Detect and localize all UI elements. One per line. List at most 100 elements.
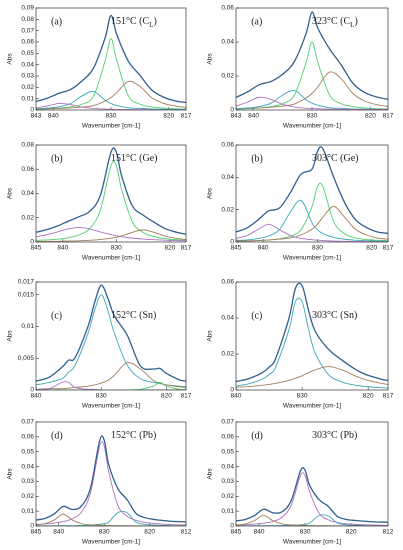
x-tick-label: 843 bbox=[31, 113, 42, 120]
panel-tag: (d) bbox=[51, 430, 63, 441]
y-tick-label: 0,06 bbox=[221, 434, 234, 441]
y-tick-label: 0,04 bbox=[221, 315, 234, 322]
x-tick-label: 830 bbox=[96, 393, 107, 400]
y-tick-label: 0,09 bbox=[21, 5, 34, 12]
panel: 0 0,01 0,02 0,03 0,04 0,05 0,06 0,07 0,08 0,09 843… bbox=[7, 5, 192, 130]
x-tick-label: 840 bbox=[48, 113, 59, 120]
spectrum-line bbox=[36, 435, 186, 523]
x-tick-label: 840 bbox=[57, 245, 68, 252]
x-tick-label: 845 bbox=[231, 529, 242, 536]
panel: 0 0,01 0,02 0,03 0,04 0,05 0,06 0,07 845 840 830 82… bbox=[207, 419, 394, 546]
x-tick-label: 845 bbox=[31, 245, 42, 252]
title-text: 151°C (Ge) bbox=[111, 153, 158, 164]
y-tick-label: 0 bbox=[230, 387, 234, 394]
y-tick-label: 0,03 bbox=[221, 478, 234, 485]
x-axis-label: Wavenumber [cm-1] bbox=[82, 255, 140, 262]
y-axis-label: Abs bbox=[7, 468, 14, 480]
y-tick-label: 0,02 bbox=[21, 84, 34, 91]
panel: 0 0,02 0,04 0,06 843 840 830 820 817 Wavenumber [… bbox=[207, 5, 394, 130]
y-tick-label: 0,06 bbox=[21, 434, 34, 441]
title-subscript: L bbox=[149, 21, 153, 29]
y-tick-label: 0,07 bbox=[21, 27, 34, 34]
panel-title: 303°C (Pb) bbox=[312, 430, 357, 441]
x-tick-label: 845 bbox=[31, 529, 42, 536]
plot-frame bbox=[35, 421, 187, 527]
x-tick-label: 830 bbox=[300, 529, 311, 536]
y-axis-label: Abs bbox=[207, 468, 214, 480]
spectrum-line bbox=[36, 362, 186, 390]
y-tick-label: 0,08 bbox=[21, 142, 34, 149]
title-text: 151°C (C bbox=[111, 16, 149, 27]
spectrum-line bbox=[36, 226, 186, 242]
spectrum-line bbox=[236, 11, 388, 100]
y-tick-label: 0 bbox=[230, 523, 234, 530]
y-tick-label: 0,01 bbox=[221, 508, 234, 515]
y-tick-label: 0,02 bbox=[221, 206, 234, 213]
spectrum-line bbox=[36, 160, 186, 241]
x-tick-label: 817 bbox=[383, 393, 394, 400]
panel-title: 303°C (Sn) bbox=[312, 310, 357, 321]
panel-tag: (a) bbox=[251, 16, 262, 27]
y-tick-label: 0 bbox=[30, 239, 34, 246]
title-text: 152°C (Sn) bbox=[111, 310, 156, 321]
y-tick-label: 0,05 bbox=[21, 50, 34, 57]
x-tick-label: 820 bbox=[164, 245, 175, 252]
x-tick-label: 820 bbox=[366, 245, 377, 252]
plot-frame bbox=[35, 144, 187, 243]
panel-title: 152°C (Pb) bbox=[111, 430, 156, 441]
panel-tag: (a) bbox=[51, 16, 62, 27]
x-axis-label: Wavenumber [cm-1] bbox=[283, 123, 341, 130]
panel-tag: (c) bbox=[51, 310, 62, 321]
y-tick-label: 0,07 bbox=[221, 419, 234, 426]
panel-title: 323°C (CL) bbox=[312, 16, 358, 28]
title-text: 152°C (Pb) bbox=[111, 430, 156, 441]
x-tick-label: 830 bbox=[106, 113, 117, 120]
title-subscript: L bbox=[350, 21, 354, 29]
y-tick-label: 0,06 bbox=[21, 39, 34, 46]
x-tick-label: 840 bbox=[258, 245, 269, 252]
panel-tag: (c) bbox=[251, 310, 262, 321]
spectrum-line bbox=[236, 182, 388, 242]
x-tick-label: 830 bbox=[99, 529, 110, 536]
x-axis-label: Wavenumber [cm-1] bbox=[283, 403, 341, 410]
x-tick-label: 812 bbox=[383, 529, 394, 536]
x-tick-label: 830 bbox=[111, 245, 122, 252]
y-axis-label: Abs bbox=[207, 53, 214, 65]
x-axis-label: Wavenumber [cm-1] bbox=[82, 123, 140, 130]
x-axis-label: Wavenumber [cm-1] bbox=[283, 255, 341, 262]
y-tick-label: 0,08 bbox=[21, 16, 34, 23]
y-axis-label: Abs bbox=[207, 330, 214, 342]
y-axis-label: Abs bbox=[7, 53, 14, 65]
plot-frame bbox=[235, 421, 389, 527]
spectrum-line bbox=[236, 71, 388, 110]
spectrum-line bbox=[236, 41, 388, 110]
y-tick-label: 0 bbox=[30, 387, 34, 394]
x-tick-label: 820 bbox=[161, 393, 172, 400]
x-tick-label: 812 bbox=[181, 529, 192, 536]
y-tick-label: 0 bbox=[230, 107, 234, 114]
plot-frame bbox=[235, 144, 389, 243]
spectrum-line bbox=[36, 381, 186, 390]
x-axis-label: Wavenumber [cm-1] bbox=[82, 403, 140, 410]
spectrum-line bbox=[36, 90, 186, 110]
y-axis-label: Abs bbox=[7, 187, 14, 199]
y-axis-label: Abs bbox=[7, 330, 14, 342]
x-tick-label: 830 bbox=[307, 113, 318, 120]
y-tick-label: 0,06 bbox=[221, 5, 234, 12]
x-tick-label: 840 bbox=[248, 113, 259, 120]
x-tick-label: 820 bbox=[144, 529, 155, 536]
title-end: ) bbox=[354, 16, 357, 27]
y-tick-label: 0 bbox=[30, 107, 34, 114]
x-tick-label: 820 bbox=[363, 393, 374, 400]
spectrum-line bbox=[36, 441, 186, 526]
y-tick-label: 0,04 bbox=[21, 190, 34, 197]
panel-tag: (b) bbox=[51, 153, 63, 164]
y-tick-label: 0,03 bbox=[21, 478, 34, 485]
x-tick-label: 817 bbox=[383, 245, 394, 252]
panel-tag: (b) bbox=[251, 153, 263, 164]
y-tick-label: 0,03 bbox=[21, 73, 34, 80]
title-text: 303°C (Sn) bbox=[312, 310, 357, 321]
y-tick-label: 0,02 bbox=[21, 493, 34, 500]
x-tick-label: 817 bbox=[181, 393, 192, 400]
x-tick-label: 820 bbox=[346, 529, 357, 536]
